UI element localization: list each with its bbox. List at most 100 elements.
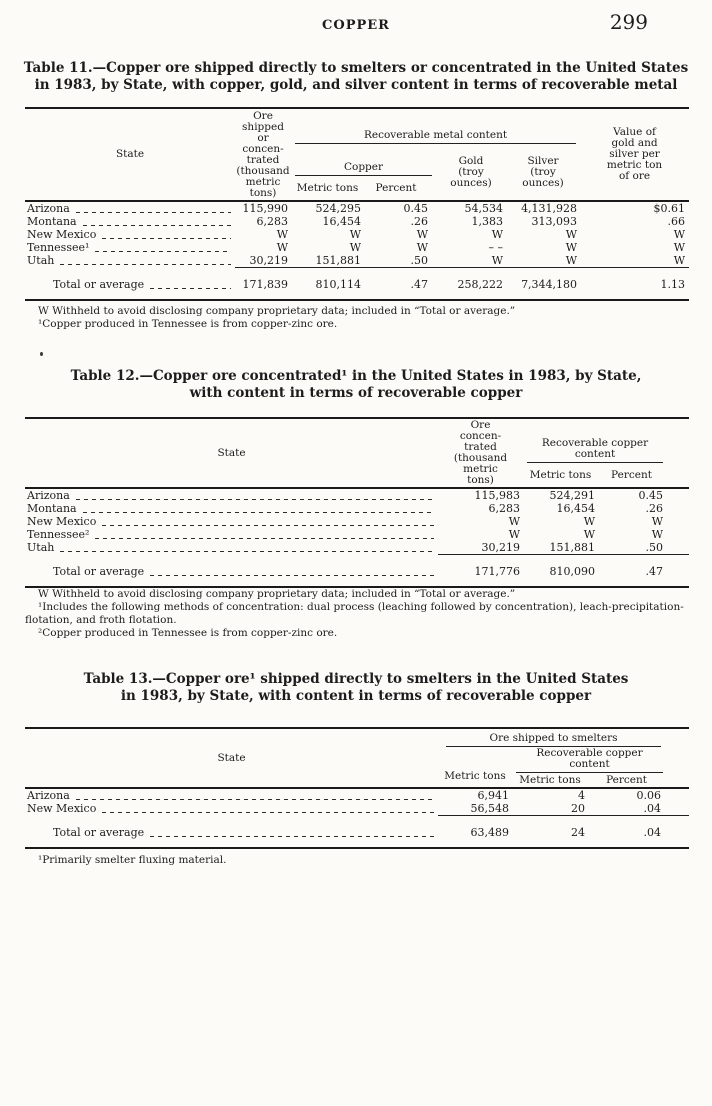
- state-name-cell: Arizona: [25, 487, 438, 502]
- state-name-cell: Montana: [25, 502, 438, 515]
- footnote: ²Copper produced in Tennessee is from co…: [38, 627, 338, 639]
- row-label-with-leader: New Mexico: [25, 227, 235, 241]
- table-row: Utah 30,219 151,881 .50: [25, 541, 689, 555]
- row-label: Tennessee¹: [27, 240, 90, 254]
- value-cell: 6,283: [488, 501, 521, 515]
- total-label-cell: Total or average: [25, 268, 235, 301]
- table-row: Arizona 6,941 4 0.06: [25, 787, 690, 802]
- row-label: New Mexico: [27, 227, 97, 241]
- dash-leader: [75, 211, 231, 213]
- dash-leader: [60, 550, 434, 552]
- state-name-cell: Arizona: [25, 200, 235, 215]
- table-row: New Mexico W W W: [25, 515, 689, 528]
- col-group-recoverable-metal-content: Recoverable metal content: [291, 108, 580, 144]
- footnote: W Withheld to avoid disclosing company p…: [38, 305, 516, 317]
- table-12-title-line1: Table 12.—Copper ore concentrated¹ in th…: [70, 368, 642, 384]
- value-cell: W: [651, 514, 664, 528]
- value-cell: W: [508, 527, 520, 541]
- col-group-copper: Copper: [291, 144, 436, 176]
- value-cell: W: [673, 227, 686, 241]
- row-label: Total or average: [53, 277, 145, 291]
- table-12-title: Table 12.—Copper ore concentrated¹ in th…: [6, 368, 706, 402]
- value-cell: .26: [645, 501, 664, 515]
- dash-leader: [150, 574, 434, 576]
- col-header-metric-tons: Metric tons: [519, 773, 581, 786]
- row-label-with-leader: Utah: [25, 540, 438, 554]
- value-cell: .50: [410, 253, 429, 267]
- value-cell: 4: [512, 787, 588, 802]
- value-cell: 7,344,180: [506, 267, 581, 300]
- running-head: COPPER: [322, 18, 390, 33]
- total-label-cell: Total or average: [25, 555, 438, 588]
- value-cell: W: [565, 253, 578, 267]
- value-cell: 56,548: [470, 801, 510, 815]
- value-cell: .50: [645, 540, 664, 554]
- value-cell: W: [583, 527, 595, 541]
- value-cell: 6,283: [256, 214, 289, 228]
- table-row: New Mexico W W W W W W: [25, 228, 689, 241]
- value-cell: .47: [364, 267, 436, 300]
- row-label-with-leader: Montana: [25, 501, 438, 515]
- col-group-recoverable-copper-content: Recoverable copper content: [512, 747, 689, 773]
- row-label: Montana: [27, 501, 77, 515]
- value-cell: 313,093: [531, 214, 578, 228]
- dash-leader: [102, 237, 231, 239]
- value-cell: W: [276, 227, 288, 241]
- table-13: State Ore shipped to smelters Metric ton…: [25, 727, 690, 849]
- value-cell: W: [416, 227, 428, 241]
- table-12-header: State Ore concen- trated (thousand metri…: [25, 418, 689, 488]
- ink-speck: [40, 352, 43, 356]
- table-11-title-line1: Table 11.—Copper ore shipped directly to…: [23, 60, 689, 76]
- row-label: Arizona: [27, 488, 70, 502]
- row-label-with-leader: Arizona: [25, 488, 438, 502]
- value-cell: 171,839: [235, 267, 291, 300]
- value-cell: 63,489: [438, 815, 512, 848]
- value-cell: 524,291: [523, 487, 598, 502]
- value-cell: 810,090: [523, 554, 598, 587]
- value-cell: W: [651, 527, 664, 541]
- row-label-with-leader: Total or average: [25, 565, 438, 578]
- table-row: Arizona 115,983 524,291 0.45: [25, 487, 690, 502]
- table-13-body: Arizona 6,941 4 0.06 New Mexico 56,548 20.04 To…: [25, 787, 690, 848]
- col-group-ore-shipped-to-smelters: Ore shipped to smelters: [438, 728, 689, 747]
- col-header-ore-shipped: Ore shipped or concen- trated (thousand …: [236, 109, 290, 199]
- value-cell: 24: [512, 815, 588, 848]
- table-11-header: State Ore shipped or concen- trated (tho…: [25, 108, 689, 201]
- table-13-title: Table 13.—Copper ore¹ shipped directly t…: [6, 671, 706, 705]
- footnote: ¹Includes the following methods of conce…: [25, 601, 684, 626]
- value-cell: .47: [598, 554, 690, 587]
- col-header-state: State: [115, 148, 145, 160]
- row-label-with-leader: Arizona: [25, 202, 235, 215]
- dash-leader: [95, 537, 434, 539]
- value-cell: W: [565, 227, 578, 241]
- value-cell: 524,295: [291, 200, 364, 215]
- value-cell: .26: [410, 214, 429, 228]
- state-name-cell: Utah: [25, 541, 438, 555]
- row-label: Utah: [27, 253, 55, 267]
- value-cell: W: [276, 240, 288, 254]
- value-cell: 0.45: [598, 487, 690, 502]
- col-header-percent: Percent: [606, 773, 647, 786]
- row-label-with-leader: Utah: [25, 253, 235, 267]
- value-cell: 16,454: [322, 214, 362, 228]
- value-cell: 30,219: [481, 540, 521, 554]
- footnote: ¹Copper produced in Tennessee is from co…: [38, 318, 338, 330]
- col-header-state: State: [217, 751, 246, 764]
- row-label: Utah: [27, 540, 55, 554]
- dash-leader: [102, 811, 434, 813]
- table-13-title-line1: Table 13.—Copper ore¹ shipped directly t…: [83, 671, 629, 687]
- row-label-with-leader: Tennessee¹: [25, 240, 235, 254]
- table-11-title: Table 11.—Copper ore shipped directly to…: [6, 60, 706, 94]
- table-12-title-line2: with content in terms of recoverable cop…: [189, 385, 523, 401]
- row-label-with-leader: New Mexico: [25, 802, 438, 815]
- state-name-cell: New Mexico: [25, 802, 438, 816]
- total-row: Total or average 171,776 810,090.47: [25, 554, 690, 588]
- value-cell: 151,881: [549, 540, 596, 554]
- col-header-gold: Gold (troy ounces): [450, 154, 492, 189]
- state-name-cell: Arizona: [25, 787, 438, 802]
- dash-leader: [75, 798, 434, 800]
- value-cell: 6,941: [438, 787, 512, 802]
- value-cell: 54,534: [436, 200, 506, 215]
- row-label: Montana: [27, 214, 77, 228]
- col-header-copper-metric-tons: Metric tons: [296, 181, 359, 194]
